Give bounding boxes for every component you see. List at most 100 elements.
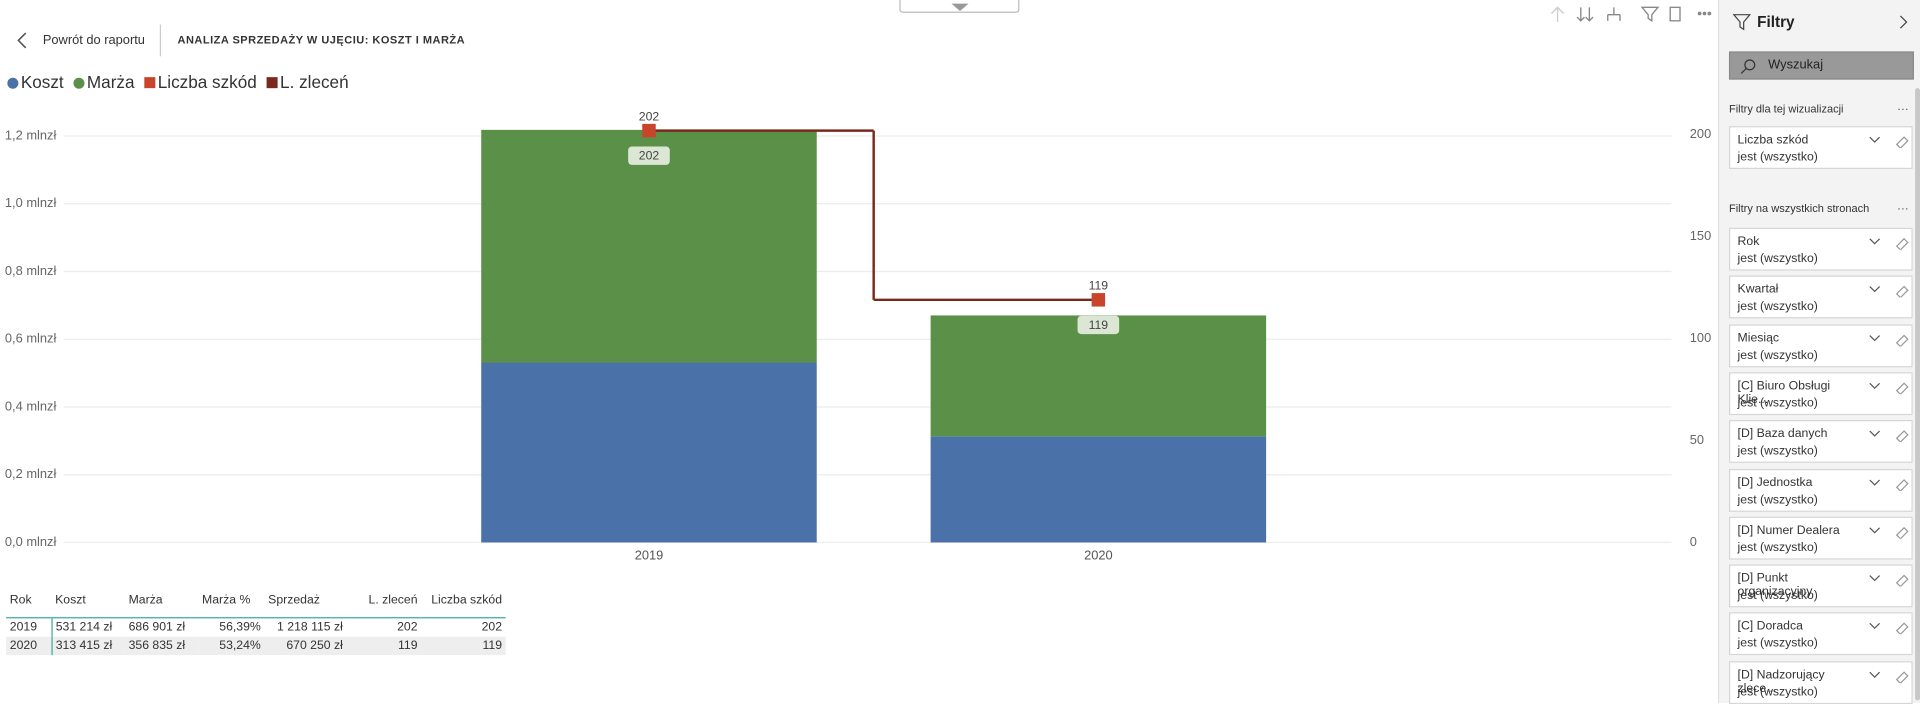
- clear-icon: [1895, 136, 1909, 149]
- filter-state: jest (wszystko): [1737, 492, 1818, 507]
- y2-tick-label: 100: [1690, 330, 1711, 345]
- expand[interactable]: [1607, 7, 1621, 21]
- x-tick-label: 2020: [1084, 547, 1113, 562]
- column-header: Sprzedaż: [268, 593, 320, 608]
- filter-name: [D] Baza danych: [1737, 427, 1828, 442]
- more-dot[interactable]: [1707, 11, 1712, 16]
- y-tick-label: 0,8 mlnzł: [5, 263, 57, 278]
- filters-pane: Filtry Wyszukaj Filtry dla tej wizualiza…: [1717, 0, 1920, 704]
- y-tick-label: 1,2 mlnzł: [5, 127, 57, 142]
- card-icons: [1869, 382, 1909, 395]
- filter-card[interactable]: [D] Numer Dealera jest (wszystko): [1728, 516, 1913, 560]
- clear-icon: [1895, 286, 1909, 298]
- expand-chevron: [1869, 623, 1881, 630]
- filter-name: [D] Punkt organizacyjny: [1737, 571, 1813, 599]
- table-row: 2019 531 214 zł 686 901 zł 56,39% 1 218 115 …: [6, 617, 506, 637]
- pane-title: Filtry: [1757, 13, 1795, 31]
- filter-state: jest (wszystko): [1737, 396, 1818, 411]
- search-placeholder: Wyszukaj: [1768, 57, 1824, 73]
- legend-marker: [7, 77, 19, 89]
- filter-card[interactable]: [D] Baza danych jest (wszystko): [1728, 420, 1913, 464]
- table-cell: 531 214 zł: [55, 620, 113, 635]
- section-more[interactable]: …: [1896, 100, 1909, 114]
- card-icons: [1869, 526, 1909, 539]
- search-icon: [1740, 59, 1756, 74]
- expand-chevron: [1869, 136, 1881, 143]
- clear-icon: [1895, 478, 1909, 491]
- filter-card[interactable]: Liczba szkód jest (wszystko): [1728, 126, 1913, 169]
- table-row: 2020 313 415 zł 356 835 zł 53,24% 670 250 zł…: [6, 636, 506, 656]
- filter-card[interactable]: Rok jest (wszystko): [1728, 227, 1913, 271]
- section-more[interactable]: …: [1896, 199, 1909, 214]
- legend-label: Liczba szkód: [158, 72, 257, 92]
- filter-name: Liczba szkód: [1737, 133, 1809, 147]
- expand-chevron: [1869, 238, 1881, 245]
- expand-chevron: [1869, 671, 1881, 678]
- y-tick-label: 1,0 mlnzł: [5, 195, 57, 210]
- clear-icon: [1895, 430, 1909, 443]
- filter-state: jest (wszystko): [1737, 685, 1818, 699]
- section-label: Filtry na wszystkich stronach: [1728, 202, 1870, 215]
- table-cell: 313 415 zł: [55, 639, 113, 653]
- table-cell: 56,39%: [219, 620, 261, 635]
- filter-icon[interactable]: [1640, 6, 1660, 23]
- page-title: ANALIZA SPRZEDAŻY W UJĘCIU: KOSZT I MARŻ…: [178, 33, 466, 46]
- legend-label: Koszt: [21, 72, 64, 92]
- card-icons: [1869, 237, 1909, 250]
- more-dot[interactable]: [1697, 11, 1702, 16]
- column-header: Liczba szkód: [431, 593, 503, 608]
- collapse-icon[interactable]: [1899, 15, 1908, 29]
- filter-card[interactable]: [D] Jednostka jest (wszystko): [1728, 468, 1913, 512]
- pane-icons: [1732, 14, 1908, 31]
- filter-state: jest (wszystko): [1737, 150, 1818, 165]
- card-icons: [1869, 670, 1909, 683]
- expand-chevron: [1869, 430, 1881, 438]
- y-tick-label: 0,4 mlnzł: [5, 398, 57, 413]
- clear-icon: [1895, 574, 1909, 587]
- y2-tick-label: 0: [1690, 534, 1697, 549]
- drill-down[interactable]: [1576, 7, 1594, 22]
- filter-card[interactable]: [C] Doradca jest (wszystko): [1728, 612, 1913, 656]
- line-marker: [642, 123, 656, 138]
- column-header: Marża: [128, 593, 163, 608]
- back-link[interactable]: Powrót do raportu: [43, 32, 145, 47]
- table-cell: 53,24%: [219, 639, 261, 653]
- expand-chevron: [1869, 527, 1881, 534]
- data-label: 202: [639, 109, 660, 123]
- back-icon[interactable]: [17, 32, 27, 49]
- drill-up[interactable]: [1550, 6, 1565, 23]
- clear-icon: [1895, 334, 1909, 347]
- table-cell: 119: [482, 639, 503, 653]
- card-icons: [1869, 622, 1909, 635]
- clear-icon: [1895, 622, 1909, 635]
- more-dot[interactable]: [1702, 11, 1707, 16]
- filter-state: jest (wszystko): [1737, 252, 1818, 266]
- data-label-box: [1077, 315, 1120, 335]
- focus-icon[interactable]: [1669, 6, 1681, 22]
- filter-card[interactable]: [D] Nadzorujący zlece... jest (wszystko): [1728, 660, 1913, 704]
- filter-card[interactable]: [C] Biuro Obsługi Klie... jest (wszystko): [1728, 372, 1913, 415]
- filter-name: [C] Doradca: [1737, 620, 1803, 634]
- data-table: Rok Koszt Marża Marża % Sprzedaż L. zleceń Lic…: [6, 590, 506, 656]
- filter-card[interactable]: Miesiąc jest (wszystko): [1728, 323, 1913, 367]
- card-icons: [1869, 478, 1909, 491]
- y-tick-label: 0,2 mlnzł: [5, 466, 57, 481]
- table-cell: 2020: [6, 636, 53, 656]
- table-cell: 119: [398, 639, 418, 653]
- bar-segment: [481, 129, 817, 363]
- bar-segment: [930, 315, 1267, 437]
- search-box[interactable]: Wyszukaj: [1728, 51, 1914, 80]
- report-canvas: Powrót do raportu ANALIZA SPRZEDAŻY W UJ…: [5, 0, 1712, 562]
- legend-label: L. zleceń: [280, 72, 349, 92]
- table-visual: Rok Koszt Marża Marża % Sprzedaż L. zleceń Lic…: [6, 590, 506, 656]
- line-marker: [1091, 293, 1106, 307]
- filter-card[interactable]: Kwartał jest (wszystko): [1728, 275, 1913, 319]
- filter-card[interactable]: [D] Punkt organizacyjny jest (wszystko): [1728, 564, 1913, 608]
- table-cell: 670 250 zł: [286, 639, 343, 653]
- filter-name: Miesiąc: [1737, 331, 1780, 345]
- legend-marker: [73, 77, 85, 89]
- expand-chevron: [1869, 334, 1881, 341]
- scrollbar[interactable]: [1915, 88, 1920, 701]
- filter-state: jest (wszystko): [1737, 540, 1818, 555]
